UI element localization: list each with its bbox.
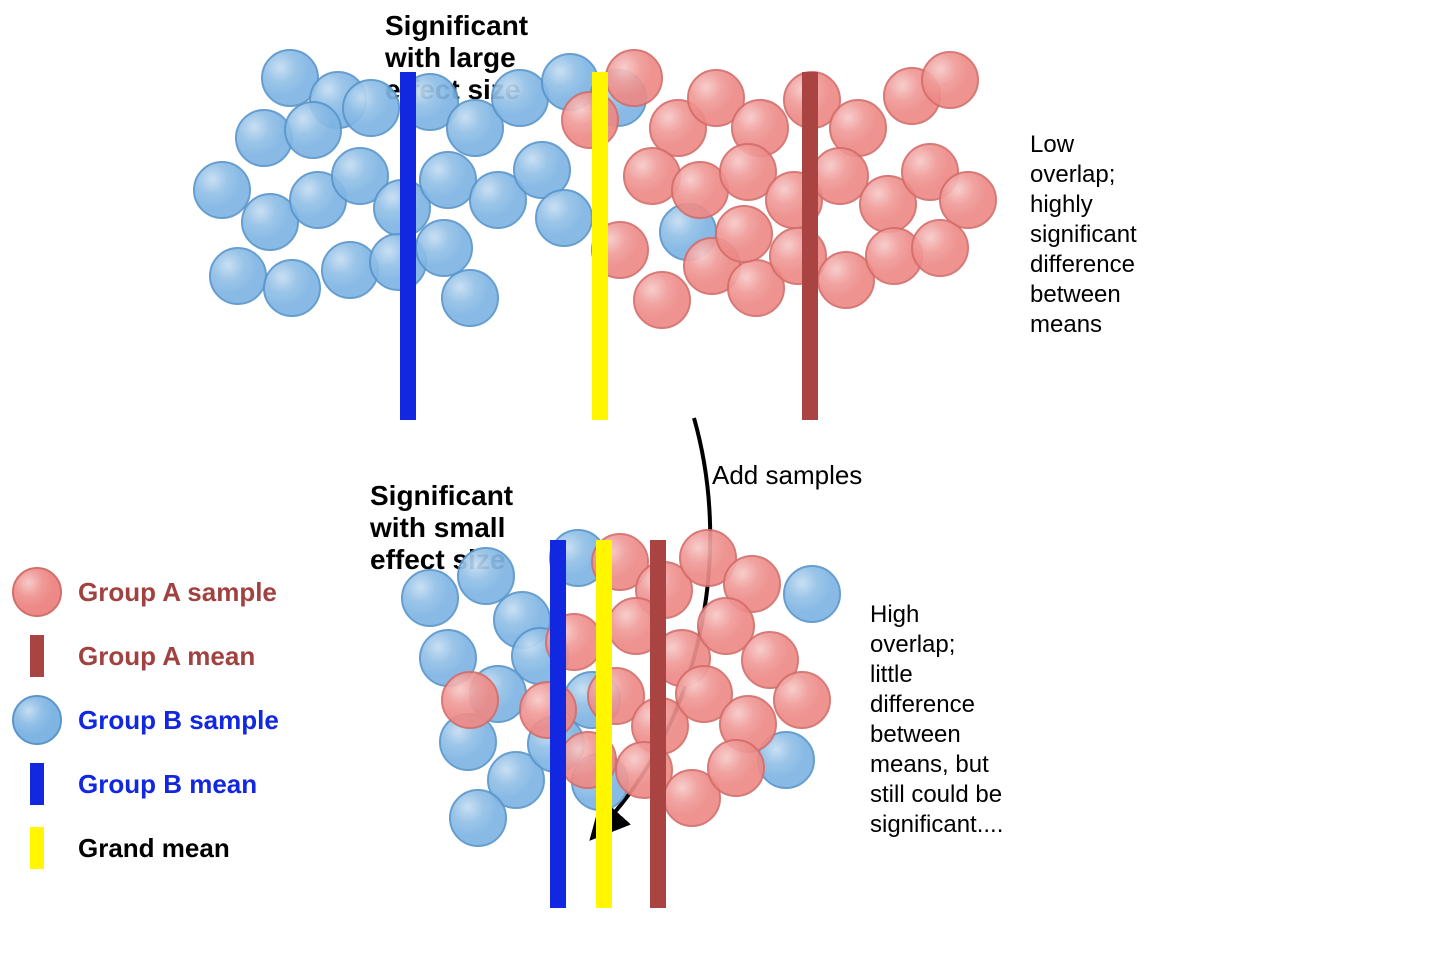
bottom-mean-yellow <box>596 540 612 908</box>
legend-label: Group A sample <box>78 577 277 608</box>
legend-row: Group B sample <box>8 688 279 752</box>
legend-swatch-bar-icon <box>30 763 44 805</box>
legend-swatch-bar-icon <box>30 827 44 869</box>
sample-circle <box>284 101 342 159</box>
sample-circle <box>263 259 321 317</box>
sample-circle <box>921 51 979 109</box>
top-mean-blue <box>400 72 416 420</box>
bottom-mean-brown <box>650 540 666 908</box>
sample-circle <box>561 91 619 149</box>
sample-circle <box>535 189 593 247</box>
top-annotation: Low overlap; highlysignificant differenc… <box>1030 130 1137 340</box>
legend-row: Grand mean <box>8 816 230 880</box>
legend-swatch-circle-icon <box>12 567 62 617</box>
sample-circle <box>441 269 499 327</box>
legend-label: Grand mean <box>78 833 230 864</box>
sample-circle <box>415 219 473 277</box>
sample-circle <box>209 247 267 305</box>
sample-circle <box>633 271 691 329</box>
sample-circle <box>342 79 400 137</box>
legend-swatch-bar-icon <box>30 635 44 677</box>
legend-row: Group B mean <box>8 752 257 816</box>
sample-circle <box>449 789 507 847</box>
legend-swatch-circle-icon <box>12 695 62 745</box>
legend-label: Group B mean <box>78 769 257 800</box>
top-mean-brown <box>802 72 818 420</box>
sample-circle <box>605 49 663 107</box>
sample-circle <box>773 671 831 729</box>
top-mean-yellow <box>592 72 608 420</box>
sample-circle <box>911 219 969 277</box>
bottom-annotation: High overlap; littledifference betweenme… <box>870 600 1003 840</box>
sample-circle <box>783 565 841 623</box>
sample-circle <box>707 739 765 797</box>
sample-circle <box>715 205 773 263</box>
legend-row: Group A mean <box>8 624 255 688</box>
sample-circle <box>519 681 577 739</box>
arrow-label: Add samples <box>712 460 862 491</box>
legend-label: Group B sample <box>78 705 279 736</box>
legend-label: Group A mean <box>78 641 255 672</box>
sample-circle <box>401 569 459 627</box>
sample-circle <box>441 671 499 729</box>
bottom-mean-blue <box>550 540 566 908</box>
legend-row: Group A sample <box>8 560 277 624</box>
